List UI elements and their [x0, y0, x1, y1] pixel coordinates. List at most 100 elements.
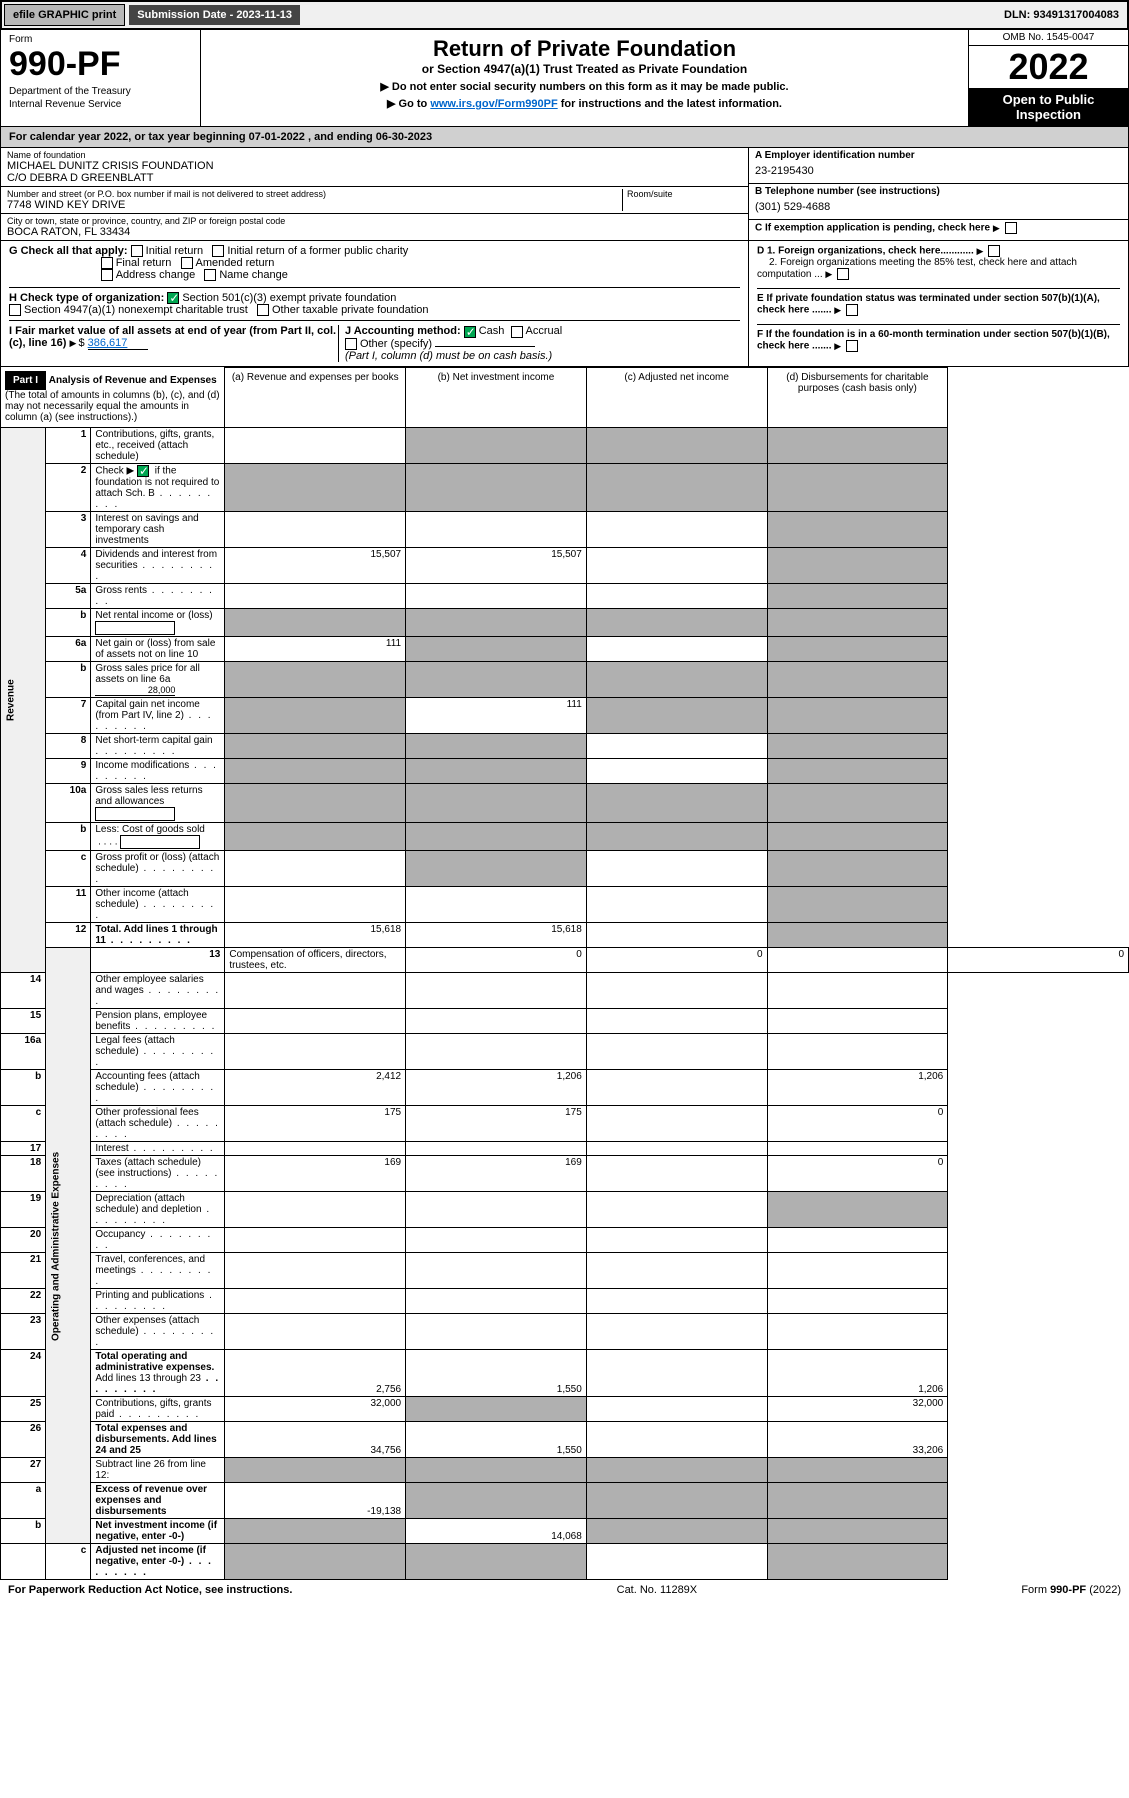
line-8: Net short-term capital gain [91, 734, 225, 759]
line-4: Dividends and interest from securities [91, 548, 225, 584]
care-of: C/O DEBRA D GREENBLATT [7, 172, 742, 184]
line-18: Taxes (attach schedule) (see instruction… [91, 1156, 225, 1192]
val-27bb: 14,068 [406, 1519, 587, 1544]
checkbox-address[interactable] [101, 269, 113, 281]
street-address: 7748 WIND KEY DRIVE [7, 199, 622, 211]
page-footer: For Paperwork Reduction Act Notice, see … [0, 1580, 1129, 1600]
line-17: Interest [91, 1142, 225, 1156]
val-16cd: 0 [767, 1106, 948, 1142]
checkbox-schb[interactable] [137, 465, 149, 477]
val-18b: 169 [406, 1156, 587, 1192]
i-label: I Fair market value of all assets at end… [9, 325, 336, 349]
checkbox-c[interactable] [1005, 222, 1017, 234]
val-13d: 0 [948, 948, 1129, 973]
line-12: Total. Add lines 1 through 11 [91, 923, 225, 948]
val-26d: 33,206 [767, 1422, 948, 1458]
val-26b: 1,550 [406, 1422, 587, 1458]
part1-note: (The total of amounts in columns (b), (c… [5, 390, 220, 423]
checkbox-f[interactable] [846, 340, 858, 352]
col-a-header: (a) Revenue and expenses per books [225, 367, 406, 428]
val-4b: 15,507 [406, 548, 587, 584]
checkbox-4947[interactable] [9, 304, 21, 316]
line-27a: Excess of revenue over expenses and disb… [91, 1483, 225, 1519]
ein: 23-2195430 [755, 161, 1122, 181]
note-link: ▶ Go to www.irs.gov/Form990PF for instru… [207, 97, 962, 110]
val-16bd: 1,206 [767, 1070, 948, 1106]
line-7: Capital gain net income (from Part IV, l… [91, 698, 225, 734]
arrow-icon [993, 223, 1002, 234]
checkbox-initial[interactable] [131, 245, 143, 257]
line-10c: Gross profit or (loss) (attach schedule) [91, 851, 225, 887]
name-label: Name of foundation [7, 150, 742, 160]
line-10a: Gross sales less returns and allowances [91, 784, 225, 823]
form-label: Form [9, 34, 192, 45]
checkbox-amended[interactable] [181, 257, 193, 269]
d1-label: D 1. Foreign organizations, check here..… [757, 246, 974, 257]
checkbox-other-taxable[interactable] [257, 304, 269, 316]
footer-right: Form 990-PF (2022) [1021, 1584, 1121, 1596]
phone-label: B Telephone number (see instructions) [755, 186, 1122, 197]
j-note: (Part I, column (d) must be on cash basi… [345, 350, 552, 362]
checkbox-initial-public[interactable] [212, 245, 224, 257]
val-25d: 32,000 [767, 1397, 948, 1422]
val-25a: 32,000 [225, 1397, 406, 1422]
checkbox-d1[interactable] [988, 245, 1000, 257]
line-26: Total expenses and disbursements. Add li… [91, 1422, 225, 1458]
fmv-link[interactable]: 386,617 [88, 337, 148, 350]
efile-button[interactable]: efile GRAPHIC print [4, 4, 125, 26]
top-bar: efile GRAPHIC print Submission Date - 20… [0, 0, 1129, 30]
dln: DLN: 93491317004083 [996, 5, 1127, 25]
checks-block: G Check all that apply: Initial return I… [0, 241, 1129, 367]
val-13b: 0 [586, 948, 767, 973]
checkbox-501c3[interactable] [167, 292, 179, 304]
exemption-label: C If exemption application is pending, c… [755, 223, 990, 234]
form-title: Return of Private Foundation [207, 36, 962, 62]
val-24a: 2,756 [225, 1350, 406, 1397]
val-12b: 15,618 [406, 923, 587, 948]
checkbox-other-method[interactable] [345, 338, 357, 350]
checkbox-d2[interactable] [837, 268, 849, 280]
line-6b: Gross sales price for all assets on line… [91, 662, 225, 698]
line-9: Income modifications [91, 759, 225, 784]
foundation-name: MICHAEL DUNITZ CRISIS FOUNDATION [7, 160, 742, 172]
form-subtitle: or Section 4947(a)(1) Trust Treated as P… [207, 62, 962, 76]
ein-label: A Employer identification number [755, 150, 1122, 161]
checkbox-name[interactable] [204, 269, 216, 281]
line-15: Pension plans, employee benefits [91, 1009, 225, 1034]
val-16cb: 175 [406, 1106, 587, 1142]
line-21: Travel, conferences, and meetings [91, 1253, 225, 1289]
line-10b: Less: Cost of goods sold . . . . [91, 823, 225, 851]
submission-date: Submission Date - 2023-11-13 [129, 5, 300, 25]
phone: (301) 529-4688 [755, 197, 1122, 217]
val-24d: 1,206 [767, 1350, 948, 1397]
part1-table: Part I Analysis of Revenue and Expenses … [0, 367, 1129, 1581]
room-label: Room/suite [627, 189, 742, 199]
checkbox-final[interactable] [101, 257, 113, 269]
line-16b: Accounting fees (attach schedule) [91, 1070, 225, 1106]
dept-treasury: Department of the Treasury [9, 86, 192, 97]
checkbox-cash[interactable] [464, 326, 476, 338]
line-13: Compensation of officers, directors, tru… [225, 948, 406, 973]
note-ssn: ▶ Do not enter social security numbers o… [207, 80, 962, 93]
val-12a: 15,618 [225, 923, 406, 948]
checkbox-e[interactable] [846, 304, 858, 316]
line-25: Contributions, gifts, grants paid [91, 1397, 225, 1422]
val-6aa: 111 [225, 637, 406, 662]
h-label: H Check type of organization: [9, 292, 164, 304]
irs-label: Internal Revenue Service [9, 99, 192, 110]
d2-label: 2. Foreign organizations meeting the 85%… [757, 257, 1077, 280]
irs-link[interactable]: www.irs.gov/Form990PF [430, 98, 557, 110]
line-16c: Other professional fees (attach schedule… [91, 1106, 225, 1142]
checkbox-accrual[interactable] [511, 326, 523, 338]
form-header: Form 990-PF Department of the Treasury I… [0, 30, 1129, 127]
entity-block: Name of foundation MICHAEL DUNITZ CRISIS… [0, 148, 1129, 241]
f-label: F If the foundation is in a 60-month ter… [757, 329, 1110, 352]
col-b-header: (b) Net investment income [406, 367, 587, 428]
line-27: Subtract line 26 from line 12: [91, 1458, 225, 1483]
footer-left: For Paperwork Reduction Act Notice, see … [8, 1584, 292, 1596]
tax-year: 2022 [969, 46, 1128, 88]
val-27aa: -19,138 [225, 1483, 406, 1519]
col-c-header: (c) Adjusted net income [586, 367, 767, 428]
part1-title: Analysis of Revenue and Expenses [49, 375, 217, 386]
line-27c: Adjusted net income (if negative, enter … [91, 1544, 225, 1580]
